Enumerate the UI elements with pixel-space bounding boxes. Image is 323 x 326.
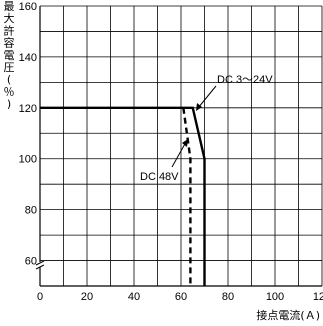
annotation-leader: [197, 85, 217, 109]
annotation-arrowhead: [182, 139, 188, 147]
annotation-arrowhead: [196, 103, 202, 111]
x-tick-label: 20: [81, 291, 93, 303]
x-tick-label: 60: [175, 291, 187, 303]
annotations: DC 3～24V DC 48V: [140, 74, 273, 183]
x-tick-label: 100: [266, 291, 284, 303]
y-tick-label: 160: [19, 1, 37, 13]
x-tick-label: 40: [128, 291, 140, 303]
y-tick-label: 60: [25, 256, 37, 268]
axis-break-line: [35, 264, 45, 270]
y-tick-label: 140: [19, 52, 37, 64]
x-axis-label: 接点電流(Ａ): [256, 308, 320, 322]
annotation-dc48v: DC 48V: [140, 171, 179, 183]
annotation-leader: [171, 141, 187, 168]
x-tick-label: 120: [313, 291, 323, 303]
x-tick-label: 0: [37, 291, 43, 303]
plot-lines: [40, 106, 206, 286]
y-tick-label: 100: [19, 154, 37, 166]
axis-break-gap: [36, 262, 44, 267]
axis-break-line: [35, 260, 45, 266]
series-dc3-24v-line: [40, 106, 206, 286]
annotation-dc3-24v: DC 3～24V: [217, 74, 273, 86]
tick-labels: 0 20 40 60 80 100 120 60 80 100 120 140 160: [19, 1, 323, 303]
x-tick-label: 80: [222, 291, 234, 303]
y-tick-label: 80: [25, 205, 37, 217]
y-tick-label: 120: [19, 103, 37, 115]
axis-break-mark: [35, 260, 45, 270]
y-axis-label: 最大許容電圧(％): [4, 0, 15, 111]
series-dc48v-line: [182, 107, 192, 286]
axis-labels: 最大許容電圧(％) 接点電流(Ａ): [4, 0, 321, 322]
grid: [35, 5, 323, 287]
